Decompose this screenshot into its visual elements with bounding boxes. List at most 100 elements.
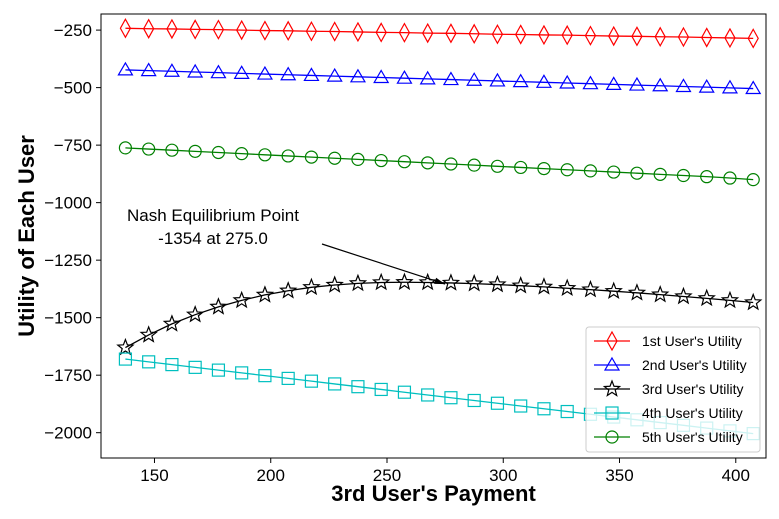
data-point: [557, 278, 577, 297]
data-point: [490, 396, 505, 410]
data-point: [235, 366, 249, 380]
x-tick-label: 300: [489, 466, 517, 485]
legend-label: 1st User's Utility: [642, 333, 742, 349]
data-point: [328, 377, 342, 391]
legend-marker: [605, 430, 619, 444]
data-point: [326, 67, 343, 82]
data-point: [467, 158, 481, 172]
data-point: [304, 150, 319, 164]
data-point: [677, 26, 690, 48]
data-point: [488, 274, 507, 293]
data-point: [397, 385, 412, 399]
data-point: [281, 149, 295, 163]
y-tick-label: −2000: [44, 424, 92, 443]
data-point: [398, 22, 411, 43]
annotation-arrow: [321, 243, 446, 285]
series-2: [117, 61, 762, 95]
data-point: [209, 297, 228, 315]
data-point: [281, 371, 295, 386]
data-point: [723, 171, 737, 185]
data-point: [560, 404, 574, 419]
data-point: [235, 147, 249, 161]
data-point: [278, 281, 298, 299]
data-point: [489, 72, 506, 87]
legend: 1st User's Utility 2nd User's Utility 3rd …: [585, 326, 761, 453]
legend-label: 4th User's Utility: [642, 405, 743, 421]
data-point: [697, 288, 716, 307]
data-point: [118, 352, 133, 366]
data-point: [142, 18, 155, 39]
y-tick-label: −1250: [44, 251, 92, 270]
data-point: [559, 74, 576, 89]
y-tick-label: −500: [54, 79, 92, 98]
annotation-arrowhead: [434, 277, 446, 285]
data-point: [676, 168, 691, 183]
data-point: [746, 173, 760, 187]
data-point: [304, 374, 319, 388]
data-point: [140, 62, 157, 77]
data-point: [210, 64, 227, 79]
data-point: [256, 65, 273, 80]
data-point: [119, 18, 132, 39]
data-point: [464, 273, 484, 292]
data-point: [166, 18, 178, 40]
legend-label: 3rd User's Utility: [642, 381, 743, 397]
data-point: [421, 156, 435, 170]
data-point: [163, 63, 180, 77]
data-point: [538, 24, 550, 46]
data-point: [189, 19, 201, 40]
data-point: [165, 357, 179, 372]
data-point: [351, 152, 365, 166]
data-point: [259, 20, 271, 41]
data-point: [142, 355, 156, 369]
data-point: [351, 380, 365, 394]
y-tick-label: −250: [54, 21, 92, 40]
data-point: [514, 399, 528, 413]
y-tick-label: −1000: [44, 194, 92, 213]
data-point: [188, 144, 202, 158]
data-point: [255, 285, 275, 303]
data-point: [211, 363, 226, 377]
data-point: [605, 76, 622, 90]
data-point: [162, 314, 182, 332]
data-point: [328, 151, 342, 165]
y-tick-label: −1750: [44, 366, 92, 385]
data-point: [743, 292, 763, 311]
data-point: [747, 28, 759, 49]
data-point: [720, 290, 740, 309]
data-point: [374, 153, 388, 168]
data-point: [325, 275, 344, 293]
legend-label: 5th User's Utility: [642, 429, 743, 445]
data-point: [188, 360, 202, 374]
data-point: [468, 23, 480, 45]
data-point: [280, 66, 297, 81]
data-point: [512, 73, 529, 88]
data-point: [560, 163, 574, 177]
series-1: [119, 18, 759, 49]
legend-marker: [603, 356, 621, 371]
data-point: [165, 143, 179, 157]
data-point: [652, 77, 669, 92]
legend-marker: [605, 406, 619, 420]
data-point: [258, 369, 272, 383]
data-point: [582, 75, 599, 90]
data-point: [139, 325, 158, 343]
data-point: [604, 281, 623, 300]
data-point: [305, 21, 318, 42]
data-point: [511, 276, 530, 294]
data-point: [514, 160, 528, 175]
y-axis-title: Utility of Each User: [14, 135, 39, 337]
data-point: [535, 74, 552, 88]
legend-marker: [602, 379, 622, 397]
data-point: [232, 290, 251, 309]
data-point: [445, 23, 457, 44]
data-point: [396, 69, 413, 84]
data-point: [442, 71, 459, 86]
data-point: [561, 24, 573, 46]
x-tick-label: 350: [605, 466, 633, 485]
y-tick-label: −750: [54, 136, 92, 155]
data-point: [116, 337, 135, 356]
annotation-line2: -1354 at 275.0: [158, 229, 268, 248]
annotation-line1: Nash Equilibrium Point: [127, 206, 299, 225]
